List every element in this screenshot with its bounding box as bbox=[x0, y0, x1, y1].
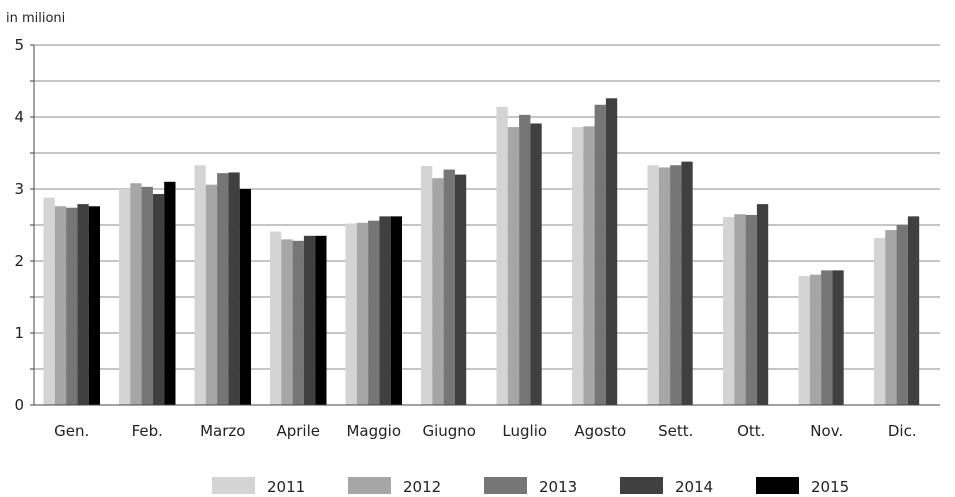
bar-2012-4 bbox=[356, 222, 369, 405]
x-tick-label: Sett. bbox=[658, 422, 693, 440]
y-tick-label: 5 bbox=[14, 36, 24, 54]
bar-2012-7 bbox=[583, 126, 595, 406]
x-tick-label: Gen. bbox=[54, 422, 89, 440]
bar-2014-8 bbox=[681, 161, 693, 405]
bars bbox=[43, 98, 920, 406]
y-tick-label: 2 bbox=[14, 252, 24, 270]
bar-2011-11 bbox=[874, 237, 886, 405]
bar-2011-4 bbox=[345, 223, 357, 405]
bar-2013-0 bbox=[66, 207, 78, 405]
y-axis-ticks: 0 1 2 3 4 5 bbox=[14, 36, 34, 414]
bar-2013-11 bbox=[896, 225, 908, 405]
bar-2014-11 bbox=[907, 216, 920, 405]
bar-2014-10 bbox=[832, 270, 844, 405]
bar-2011-6 bbox=[496, 106, 508, 406]
bar-2012-6 bbox=[507, 127, 520, 405]
gridlines bbox=[34, 44, 940, 370]
y-tick-label: 0 bbox=[14, 396, 24, 414]
bar-2011-10 bbox=[798, 276, 810, 405]
legend-label-2012: 2012 bbox=[403, 478, 441, 496]
bar-2012-1 bbox=[130, 183, 142, 405]
bar-2011-5 bbox=[421, 165, 433, 405]
legend-swatch-2015 bbox=[756, 477, 799, 494]
legend-label-2015: 2015 bbox=[811, 478, 849, 496]
x-tick-label: Nov. bbox=[810, 422, 843, 440]
bar-2013-4 bbox=[368, 220, 380, 405]
bar-2012-5 bbox=[432, 178, 444, 405]
y-tick-label: 3 bbox=[14, 180, 24, 198]
bar-2012-11 bbox=[885, 230, 897, 405]
legend-label-2011: 2011 bbox=[267, 478, 305, 496]
axes bbox=[33, 45, 940, 406]
bar-2015-3 bbox=[315, 235, 327, 405]
bar-2012-2 bbox=[205, 184, 218, 405]
x-tick-label: Marzo bbox=[200, 422, 245, 440]
legend-swatch-2013 bbox=[484, 477, 527, 494]
bar-2014-4 bbox=[379, 216, 391, 405]
legend: 2011 2012 2013 2014 2015 bbox=[212, 477, 849, 496]
bar-2014-5 bbox=[454, 174, 467, 405]
legend-swatch-2012 bbox=[348, 477, 391, 494]
bar-2014-9 bbox=[756, 204, 769, 405]
bar-2015-1 bbox=[164, 181, 176, 405]
bar-2011-1 bbox=[119, 189, 131, 405]
bar-2014-3 bbox=[303, 235, 316, 405]
bar-2013-10 bbox=[821, 270, 833, 405]
bar-2014-0 bbox=[77, 204, 89, 405]
bar-2011-3 bbox=[270, 231, 282, 405]
y-tick-label: 1 bbox=[14, 324, 24, 342]
bar-2012-8 bbox=[658, 167, 671, 405]
bar-2015-0 bbox=[88, 206, 100, 405]
bar-2012-3 bbox=[281, 239, 293, 405]
bar-2013-7 bbox=[594, 104, 606, 405]
bar-2012-10 bbox=[809, 274, 822, 405]
bar-2013-6 bbox=[519, 114, 531, 405]
x-tick-label: Dic. bbox=[888, 422, 917, 440]
x-tick-label: Giugno bbox=[422, 422, 476, 440]
legend-swatch-2014 bbox=[620, 477, 663, 494]
bar-2013-2 bbox=[217, 173, 229, 405]
bar-2011-7 bbox=[572, 127, 584, 405]
x-tick-label: Ott. bbox=[737, 422, 765, 440]
legend-swatch-2011 bbox=[212, 477, 255, 494]
unit-label: in milioni bbox=[6, 11, 65, 26]
bar-2014-7 bbox=[605, 98, 618, 405]
bar-2014-6 bbox=[530, 123, 542, 405]
x-axis-labels: Gen. Feb. Marzo Aprile Maggio Giugno Luglio Ago… bbox=[54, 422, 916, 440]
bar-2013-5 bbox=[443, 169, 455, 405]
bar-2013-8 bbox=[670, 165, 682, 405]
y-tick-label: 4 bbox=[14, 108, 24, 126]
x-tick-label: Feb. bbox=[132, 422, 163, 440]
bar-2012-9 bbox=[734, 214, 746, 405]
legend-label-2013: 2013 bbox=[539, 478, 577, 496]
x-tick-label: Aprile bbox=[276, 422, 320, 440]
x-tick-label: Agosto bbox=[574, 422, 626, 440]
bar-2011-2 bbox=[194, 165, 206, 405]
bar-2011-0 bbox=[43, 197, 55, 405]
bar-2015-2 bbox=[239, 189, 251, 405]
bar-2014-2 bbox=[228, 172, 240, 405]
x-tick-label: Maggio bbox=[346, 422, 401, 440]
bar-2014-1 bbox=[152, 194, 165, 405]
bar-2012-0 bbox=[54, 206, 67, 405]
bar-2013-1 bbox=[141, 186, 153, 405]
legend-label-2014: 2014 bbox=[675, 478, 713, 496]
bar-2013-3 bbox=[292, 240, 304, 405]
bar-2011-8 bbox=[647, 165, 659, 405]
bar-2013-9 bbox=[745, 214, 757, 405]
x-tick-label: Luglio bbox=[502, 422, 547, 440]
bar-2015-4 bbox=[390, 216, 402, 405]
bar-2011-9 bbox=[723, 217, 735, 405]
